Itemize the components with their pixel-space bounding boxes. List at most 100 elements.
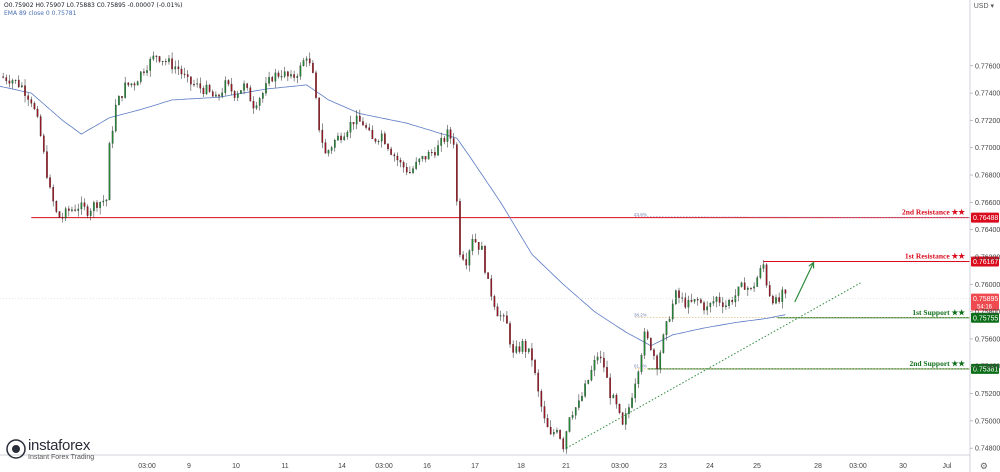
candle-body — [640, 355, 643, 372]
candle-body — [543, 406, 546, 419]
candle-body — [190, 76, 192, 85]
candle-body — [280, 76, 283, 78]
candle-body — [208, 84, 211, 92]
candle-body — [715, 297, 718, 302]
candle-body — [568, 417, 571, 432]
candle-body — [83, 202, 86, 207]
candle-body — [521, 341, 524, 352]
candle-body — [80, 202, 83, 210]
candle-body — [30, 99, 33, 104]
candle-body — [205, 84, 208, 95]
candle-body — [546, 418, 549, 428]
level-price-tag — [971, 363, 999, 374]
candle-body — [86, 206, 89, 216]
arrow-head — [808, 261, 815, 269]
candle-body — [562, 438, 565, 450]
candle-body — [305, 58, 308, 61]
time-tick-label: 25 — [753, 463, 761, 470]
candle-body — [684, 297, 687, 308]
candle-body — [750, 287, 752, 289]
candle-body — [603, 357, 605, 368]
level-price-label: 0.76167 — [973, 259, 998, 266]
candle-body — [687, 299, 690, 308]
candle-body — [277, 72, 280, 77]
candle-body — [249, 87, 252, 102]
candle-body — [161, 60, 164, 63]
candle-body — [512, 344, 514, 353]
candle-body — [646, 331, 649, 339]
price-tick-label: 0.77600 — [975, 63, 1000, 70]
candle-body — [721, 302, 724, 308]
candle-body — [121, 96, 123, 98]
candle-body — [374, 138, 377, 142]
candle-body — [675, 290, 677, 305]
candle-body — [725, 305, 727, 308]
candle-body — [384, 133, 386, 145]
candle-body — [337, 135, 339, 141]
candle-body — [728, 300, 730, 306]
candle-body — [290, 74, 292, 77]
candle-body — [155, 55, 158, 57]
level-price-tag — [971, 212, 999, 223]
bullish-arrow — [794, 262, 815, 303]
candle-body — [756, 277, 759, 287]
candle-body — [390, 148, 392, 155]
price-tick-label: 0.76800 — [975, 173, 1000, 180]
candle-body — [349, 122, 352, 133]
time-tick-label: 11 — [281, 463, 288, 470]
candle-body — [265, 83, 267, 94]
candle-body — [268, 77, 270, 84]
candle-body — [8, 80, 11, 84]
candle-body — [531, 348, 533, 361]
candle-body — [158, 56, 161, 62]
candle-body — [227, 80, 230, 85]
candle-body — [650, 337, 652, 350]
currency-text: USD — [973, 3, 989, 10]
candle-body — [465, 259, 468, 266]
time-tick-label: 21 — [562, 463, 570, 470]
price-tick-label: 0.75800 — [975, 309, 1000, 316]
candle-body — [143, 71, 145, 73]
candle-body — [518, 346, 521, 352]
candle-body — [556, 430, 558, 433]
gear-icon[interactable]: ⚙ — [979, 461, 988, 471]
candle-body — [343, 136, 346, 141]
candle-body — [599, 356, 602, 359]
price-tick-label: 0.76200 — [975, 254, 1000, 261]
candle-body — [5, 77, 8, 82]
level-label: 2nd Resistance ★★ — [902, 208, 966, 217]
candle-body — [61, 217, 64, 219]
candle-body — [215, 94, 217, 97]
candle-body — [772, 295, 774, 304]
candle-body — [743, 282, 746, 290]
time-tick-label: 03:00 — [611, 463, 629, 470]
logo-icon — [6, 439, 26, 459]
candle-body — [700, 299, 702, 303]
candle-body — [709, 303, 712, 307]
candle-body — [502, 315, 505, 317]
candle-body — [246, 83, 249, 88]
candle-body — [427, 151, 430, 160]
candle-body — [678, 290, 680, 298]
candle-body — [352, 122, 355, 125]
candle-body — [584, 383, 586, 397]
candle-body — [781, 289, 784, 302]
candle-body — [136, 81, 139, 86]
candle-body — [437, 145, 439, 156]
price-tick-label: 0.76400 — [975, 227, 1000, 234]
candle-body — [412, 168, 414, 173]
candle-body — [252, 101, 255, 109]
price-tick-label: 0.75000 — [975, 418, 1000, 425]
level-label: 1st Resistance ★★ — [905, 251, 966, 260]
candle-body — [124, 82, 126, 98]
candle-body — [653, 349, 655, 356]
candle-body — [493, 296, 496, 307]
candle-body — [77, 208, 80, 211]
candle-body — [255, 105, 258, 109]
candle-body — [221, 92, 223, 97]
candle-body — [593, 360, 596, 371]
currency-label[interactable]: USD ▾ — [974, 2, 994, 10]
candle-body — [446, 129, 449, 142]
candle-body — [549, 426, 552, 435]
